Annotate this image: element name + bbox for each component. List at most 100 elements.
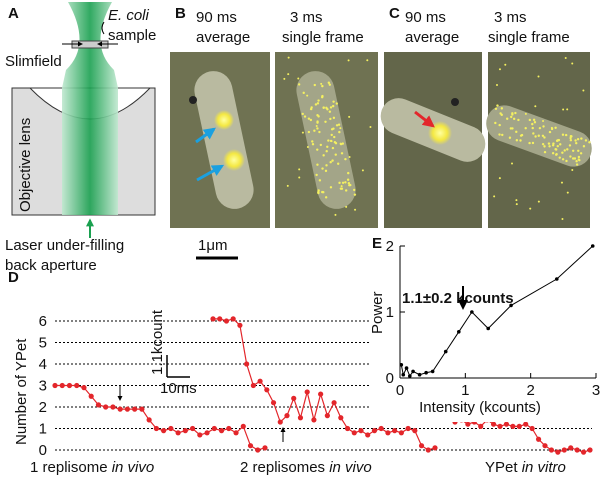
photon [564, 56, 567, 59]
trace-point [124, 406, 131, 412]
photon [493, 195, 496, 198]
photon [345, 205, 348, 208]
photon [321, 190, 324, 194]
photon [311, 140, 314, 143]
photon [579, 152, 583, 155]
trace-point [168, 425, 174, 432]
spectrum-point [486, 326, 491, 331]
photon [353, 193, 357, 196]
photon [584, 139, 588, 142]
trace-point [497, 423, 503, 429]
photon [573, 157, 577, 160]
photon [340, 152, 344, 155]
photon [561, 158, 565, 161]
photon [340, 185, 343, 188]
photon [330, 133, 333, 137]
trace-point [291, 395, 297, 401]
photon [498, 68, 501, 71]
trace-point [153, 425, 159, 432]
trace-point [247, 443, 254, 449]
photon [517, 118, 520, 122]
cell [194, 71, 254, 209]
spectrum-point [443, 349, 448, 354]
trace-point [503, 421, 510, 427]
photon [344, 181, 347, 184]
trace-point [378, 425, 384, 432]
photon [577, 149, 580, 152]
trace-point [318, 391, 324, 397]
trace-point [535, 436, 542, 442]
photon [501, 133, 504, 137]
photon [566, 148, 569, 151]
y-tick-label: 1 [386, 304, 394, 321]
photon [303, 115, 307, 118]
photon [582, 89, 585, 92]
trace-point [371, 428, 378, 434]
photon [511, 162, 514, 165]
photon [338, 130, 341, 134]
trace-point [304, 389, 310, 395]
trace-point [161, 428, 167, 434]
trace-point [262, 445, 268, 451]
y-axis-label: Power [369, 291, 386, 334]
spectrum-point [424, 370, 428, 375]
laser-beam [62, 2, 118, 215]
photon [496, 104, 499, 107]
photon [532, 118, 536, 122]
photon [575, 163, 579, 166]
trace-caption: 2 replisomes in vivo [240, 459, 372, 476]
inset-background [370, 232, 600, 422]
photon [313, 129, 316, 132]
trace-point [110, 404, 116, 410]
spectrum-point [404, 366, 409, 370]
photon [569, 155, 572, 158]
photon [542, 120, 545, 123]
trace-point [255, 447, 261, 453]
photon [345, 189, 348, 192]
photon [315, 124, 318, 127]
trace-point [210, 316, 216, 322]
photon [322, 154, 325, 157]
trace-point [103, 404, 109, 410]
trace-point [587, 447, 593, 453]
photon [316, 102, 320, 105]
scale-label: 1.1kcount [149, 309, 166, 375]
sample: sample [108, 27, 156, 44]
photon [369, 125, 372, 128]
photon [325, 164, 328, 167]
photon [361, 169, 364, 172]
trace-point [95, 402, 102, 408]
photon [498, 123, 501, 127]
trace-point [132, 406, 138, 412]
photon [347, 171, 350, 175]
image-caption: single frame [488, 29, 570, 46]
spectrum-point [417, 372, 422, 377]
photon [334, 213, 337, 216]
photon [287, 56, 290, 59]
photon [556, 144, 559, 148]
trace-point [218, 428, 225, 434]
photon [341, 181, 345, 184]
photon [334, 142, 338, 145]
spectrum-point [590, 244, 595, 248]
x-axis-label: Intensity (kcounts) [419, 399, 541, 416]
trace-point [344, 425, 351, 432]
photon [317, 189, 320, 192]
photon [306, 146, 309, 149]
photon [325, 150, 328, 153]
photon [554, 126, 557, 129]
photon [531, 122, 534, 126]
panel-label: E [372, 235, 382, 252]
photon [542, 125, 545, 128]
trace-point [277, 419, 283, 425]
caption-part: in vivo [329, 459, 372, 476]
photon [524, 127, 527, 130]
photon [524, 112, 527, 115]
spectrum-point [401, 372, 406, 377]
trace-point [418, 443, 425, 449]
trace-point [81, 385, 87, 391]
photon [331, 159, 334, 162]
photon [348, 184, 351, 187]
trace-point [66, 382, 73, 389]
photon [565, 159, 568, 163]
